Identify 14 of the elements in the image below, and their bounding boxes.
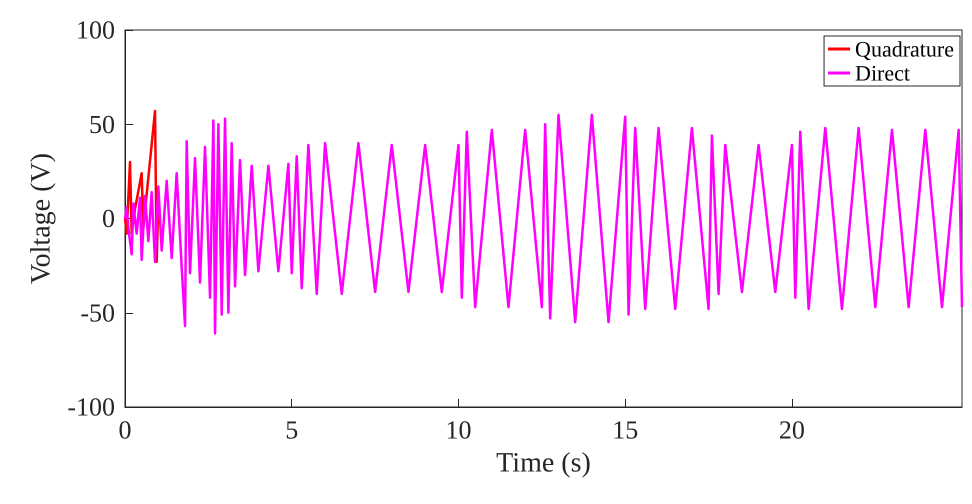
legend-label: Quadrature — [855, 36, 954, 62]
y-tick-label: -50 — [80, 298, 115, 328]
line-series — [124, 114, 964, 335]
y-tick-label: 100 — [76, 16, 115, 44]
y-tick-label: 0 — [102, 204, 115, 233]
y-axis-title: Voltage (V) — [26, 153, 56, 284]
y-tick-label: -100 — [67, 392, 115, 422]
x-tick-label: 5 — [285, 416, 298, 444]
x-tick-label: 15 — [612, 416, 638, 444]
y-tick-label: 50 — [89, 110, 115, 139]
x-axis-title: Time (s) — [496, 448, 591, 478]
legend-label: Direct — [855, 60, 910, 86]
x-tick-label: 10 — [445, 416, 472, 444]
x-tick-label: 20 — [778, 416, 805, 444]
